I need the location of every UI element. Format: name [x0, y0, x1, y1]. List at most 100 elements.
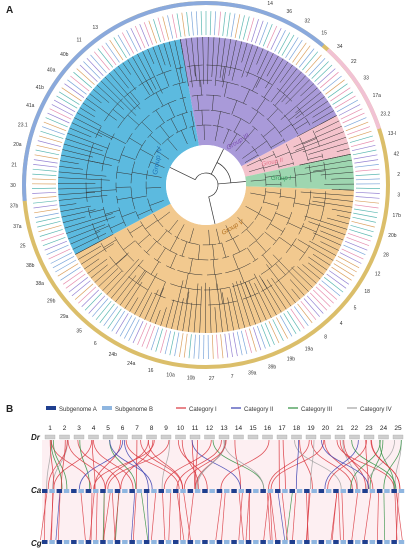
internal-branch — [112, 109, 125, 119]
outer-gene-label: 20b — [388, 233, 397, 239]
legend: Subgenome A Subgenome B Category I Categ… — [46, 406, 392, 413]
synteny-link-dr-ca — [93, 439, 134, 490]
chromosome-cg — [304, 540, 310, 544]
chromosome-number: 18 — [293, 425, 301, 432]
leaf-label-tick — [32, 178, 57, 181]
leaf-label-tick — [344, 240, 368, 251]
internal-branch-arc — [155, 122, 165, 130]
outer-gene-label: 32 — [305, 19, 311, 25]
internal-branch — [223, 129, 230, 144]
chromosome-cg — [42, 540, 48, 544]
leaf-branch — [283, 71, 302, 94]
chromosome-ca — [355, 489, 361, 493]
leaf-label-tick — [33, 164, 58, 168]
leaf-branch — [293, 125, 342, 148]
leaf-label-tick — [298, 48, 315, 68]
synteny-link-ca-cg — [395, 492, 403, 541]
chromosome-cg — [71, 540, 77, 544]
leaf-branch — [109, 72, 141, 110]
leaf-label-tick — [33, 159, 58, 164]
leaf-branch — [144, 289, 159, 320]
internal-branch — [254, 140, 267, 151]
leaf-branch — [299, 153, 351, 166]
internal-branch — [248, 167, 264, 173]
chromosome-dr — [262, 434, 273, 440]
leaf-label-tick — [348, 130, 372, 139]
internal-branch-arc — [124, 87, 137, 98]
internal-branch-arc — [114, 236, 135, 262]
synteny-link-ca-cg — [263, 492, 270, 541]
leaf-label-tick — [350, 140, 375, 148]
outer-gene-label: 6 — [94, 341, 97, 347]
leaf-label-tick — [355, 196, 380, 199]
internal-branch — [290, 148, 305, 155]
internal-branch — [191, 126, 196, 142]
leaf-label-tick — [354, 208, 378, 214]
leaf-branch — [163, 43, 171, 67]
internal-branch-arc — [117, 103, 140, 129]
internal-branch-arc — [130, 187, 136, 210]
synteny-link-dr-ca — [183, 439, 227, 490]
internal-branch — [270, 139, 285, 148]
leaf-branch — [255, 53, 274, 88]
leaf-label-tick — [126, 30, 138, 52]
internal-branch-arc — [262, 188, 267, 204]
leaf-label-tick — [51, 104, 74, 116]
group-i-label: Group I — [271, 176, 291, 182]
internal-branch — [201, 110, 203, 126]
legend-category-ii: Category II — [244, 407, 274, 413]
leaf-branch — [309, 240, 337, 256]
leaf-branch — [289, 279, 305, 296]
leaf-label-tick — [52, 255, 75, 269]
synteny-link-ca-cg — [178, 492, 182, 541]
leaf-branch — [304, 159, 352, 169]
leaf-label-tick — [262, 23, 273, 47]
leaf-label-tick — [183, 333, 188, 358]
chromosome-number: 10 — [177, 425, 185, 432]
leaf-branch — [127, 59, 150, 96]
leaf-label-tick — [345, 121, 369, 132]
internal-branch — [146, 80, 155, 95]
leaf-branch — [308, 221, 346, 236]
leaf-branch — [196, 37, 201, 87]
chromosome-number: 20 — [322, 425, 330, 432]
leaf-branch — [291, 267, 313, 288]
leaf-branch — [104, 76, 136, 110]
leaf-branch — [61, 209, 96, 218]
synteny-link-ca-cg — [245, 492, 250, 541]
leaf-branch — [338, 189, 354, 191]
chromosome-dr — [363, 434, 375, 440]
internal-branch — [121, 154, 136, 160]
internal-branch — [275, 212, 290, 219]
chromosome-ca — [245, 489, 252, 493]
chromosome-number: 13 — [220, 425, 228, 432]
internal-branch — [292, 244, 305, 254]
internal-branch-arc — [187, 64, 203, 67]
leaf-branch — [79, 107, 95, 118]
internal-branch-arc — [145, 181, 148, 195]
outer-gene-label: 40b — [60, 52, 69, 58]
chromosome-cg — [267, 540, 274, 544]
leaf-label-tick — [130, 27, 142, 50]
internal-branch — [88, 160, 104, 164]
leaf-branch — [214, 37, 220, 86]
leaf-label-tick — [349, 229, 373, 237]
chromosome-cg — [275, 540, 281, 544]
synteny-link-ca-cg — [331, 492, 338, 541]
leaf-label-tick — [107, 308, 122, 329]
internal-branch — [95, 225, 110, 232]
internal-branch — [197, 95, 200, 111]
internal-branch-arc — [100, 178, 103, 203]
synteny-link-dr-ca — [109, 439, 153, 490]
leaf-label-tick — [105, 42, 120, 63]
leaf-label-tick — [249, 328, 257, 352]
internal-branch — [110, 221, 125, 229]
chromosome-ca — [224, 489, 230, 493]
leaf-label-tick — [325, 79, 345, 95]
leaf-label-tick — [35, 212, 59, 218]
internal-branch-arc — [252, 125, 258, 131]
leaf-label-tick — [339, 252, 362, 264]
leaf-branch — [58, 192, 96, 195]
chromosome-ca — [340, 489, 346, 493]
